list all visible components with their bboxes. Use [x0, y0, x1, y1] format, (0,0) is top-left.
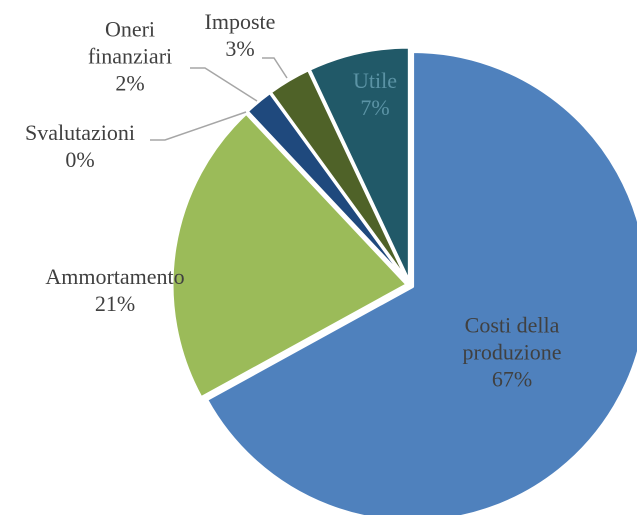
- leader-line: [262, 57, 288, 79]
- label-name: Oneri finanziari: [87, 16, 173, 69]
- slice-label: Imposte 3%: [185, 8, 295, 62]
- slices: [170, 45, 637, 515]
- label-name: Utile: [353, 68, 397, 93]
- leader-line: [190, 67, 258, 102]
- slice-label: Costi della produzione 67%: [442, 312, 582, 393]
- label-value: 67%: [491, 366, 533, 392]
- label-name: Costi della produzione: [462, 312, 562, 365]
- slice-label: Svalutazioni 0%: [0, 119, 160, 173]
- pie-slice: [205, 50, 637, 515]
- leader-line: [150, 111, 247, 141]
- pie-slice: [307, 45, 411, 284]
- label-value: 7%: [360, 95, 390, 120]
- slice-label: Ammortamento 21%: [25, 263, 205, 317]
- label-name: Ammortamento: [45, 264, 185, 289]
- slice-label: Utile 7%: [335, 67, 415, 121]
- label-value: 3%: [225, 36, 255, 61]
- label-value: 2%: [115, 70, 145, 96]
- label-name: Svalutazioni: [25, 120, 135, 145]
- label-value: 21%: [94, 291, 136, 316]
- label-value: 0%: [65, 147, 95, 172]
- slice-label: Oneri finanziari 2%: [75, 16, 185, 97]
- label-name: Imposte: [204, 9, 276, 34]
- pie-slice: [170, 111, 409, 400]
